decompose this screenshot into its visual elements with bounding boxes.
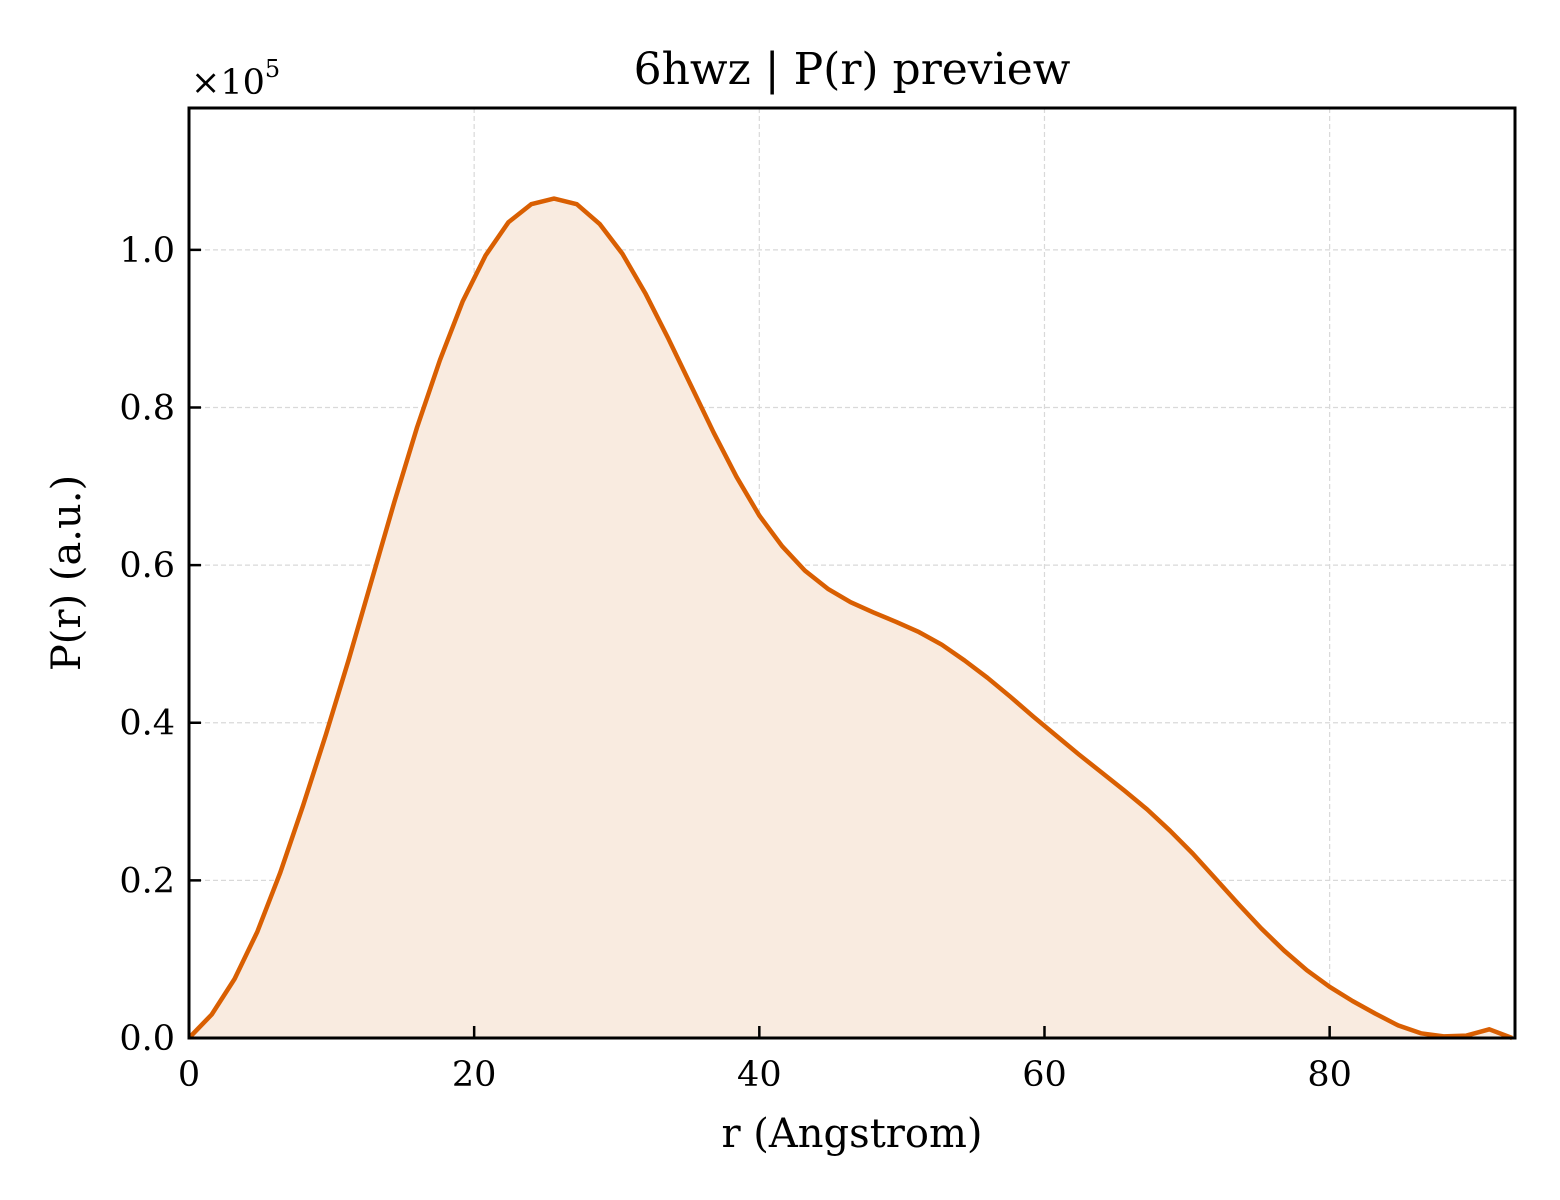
y-tick-label: 0.2 xyxy=(119,861,175,901)
y-offset-label: ×105 xyxy=(191,55,280,103)
chart-title: 6hwz | P(r) preview xyxy=(634,44,1071,95)
x-tick-label: 60 xyxy=(1022,1055,1067,1095)
y-axis-label: P(r) (a.u.) xyxy=(44,475,90,671)
y-tick-label: 0.4 xyxy=(119,704,175,744)
y-tick-label: 0.0 xyxy=(119,1019,175,1059)
x-tick-label: 80 xyxy=(1307,1055,1352,1095)
tick-labels: 0 20 40 60 80 0.0 0.2 0.4 0.6 0.8 1.0 xyxy=(119,231,1352,1095)
x-tick-label: 20 xyxy=(452,1055,497,1095)
y-tick-label: 0.6 xyxy=(119,546,175,586)
y-offset-exponent: 5 xyxy=(265,55,280,83)
x-axis-label: r (Angstrom) xyxy=(721,1111,982,1157)
y-tick-label: 0.8 xyxy=(119,388,175,428)
plot-area xyxy=(187,196,1513,1041)
pr-curve xyxy=(187,196,1513,1041)
y-tick-label: 1.0 xyxy=(119,231,175,271)
x-tick-label: 0 xyxy=(178,1055,200,1095)
y-offset-base: ×10 xyxy=(191,63,265,103)
plot-frame xyxy=(187,106,1517,1040)
x-tick-label: 40 xyxy=(737,1055,782,1095)
pr-area-fill xyxy=(189,198,1513,1039)
